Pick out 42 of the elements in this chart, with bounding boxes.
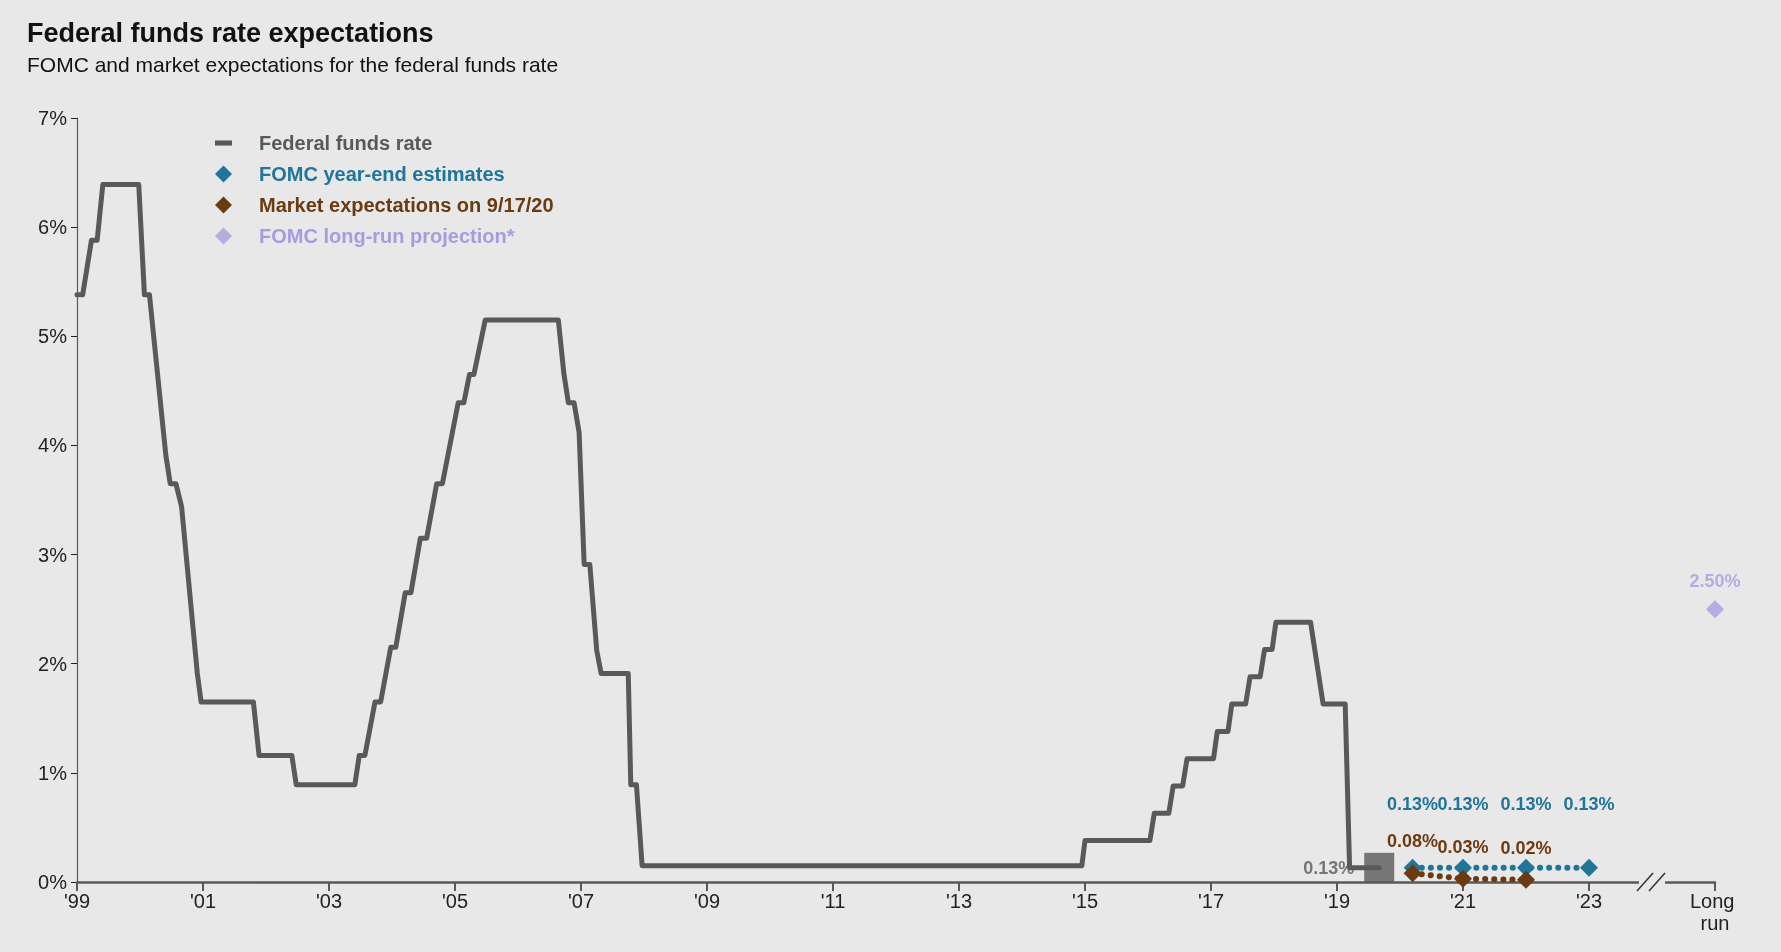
data-label: 0.13% (1563, 793, 1615, 814)
chart-subtitle: FOMC and market expectations for the federal funds rate (27, 53, 559, 76)
x-tick-label: '07 (567, 890, 595, 912)
x-tick-label: '99 (63, 890, 91, 912)
x-tick-label: '03 (315, 890, 343, 912)
x-tick-label: '11 (820, 890, 846, 912)
y-tick-label: 2% (38, 652, 68, 675)
data-label: 0.13% (1437, 793, 1489, 814)
x-tick-label: '15 (1071, 890, 1099, 912)
data-label: 0.13% (1387, 793, 1439, 814)
legend-label: Federal funds rate (259, 132, 433, 154)
legend-label: FOMC long-run projection* (259, 225, 515, 247)
point (1364, 852, 1395, 883)
x-tick-label: '09 (693, 890, 721, 912)
x-tick-label: '23 (1575, 890, 1603, 912)
x-tick-label: '17 (1197, 890, 1225, 912)
point (1454, 869, 1472, 888)
data-label: 2.50% (1689, 571, 1741, 592)
data-label: 0.02% (1500, 837, 1552, 858)
x-tick-label: '13 (945, 890, 973, 912)
chart-title: Federal funds rate expectations (27, 17, 434, 48)
x-tick-label: '05 (441, 890, 469, 912)
x-tick-label: Long run (1689, 890, 1741, 934)
x-tick-label: '21 (1449, 890, 1477, 912)
y-tick-label: 4% (38, 434, 68, 457)
y-tick-label: 3% (38, 543, 68, 566)
legend-label: Market expectations on 9/17/20 (259, 194, 554, 216)
x-tick-label: '19 (1323, 890, 1351, 912)
y-tick-label: 5% (38, 325, 68, 348)
x-tick-label: '01 (189, 890, 217, 912)
y-tick-label: 7% (38, 107, 68, 129)
data-label: 0.03% (1437, 836, 1489, 857)
data-label: 0.08% (1387, 831, 1439, 852)
data-label: 0.13% (1500, 793, 1552, 814)
y-tick-label: 6% (38, 216, 68, 239)
point (1706, 600, 1724, 619)
y-tick-label: 1% (38, 761, 68, 784)
legend-label: FOMC year-end estimates (259, 163, 505, 185)
point (1403, 864, 1422, 883)
point (1517, 870, 1535, 889)
y-tick-label: 0% (38, 871, 68, 893)
point (1580, 858, 1598, 877)
